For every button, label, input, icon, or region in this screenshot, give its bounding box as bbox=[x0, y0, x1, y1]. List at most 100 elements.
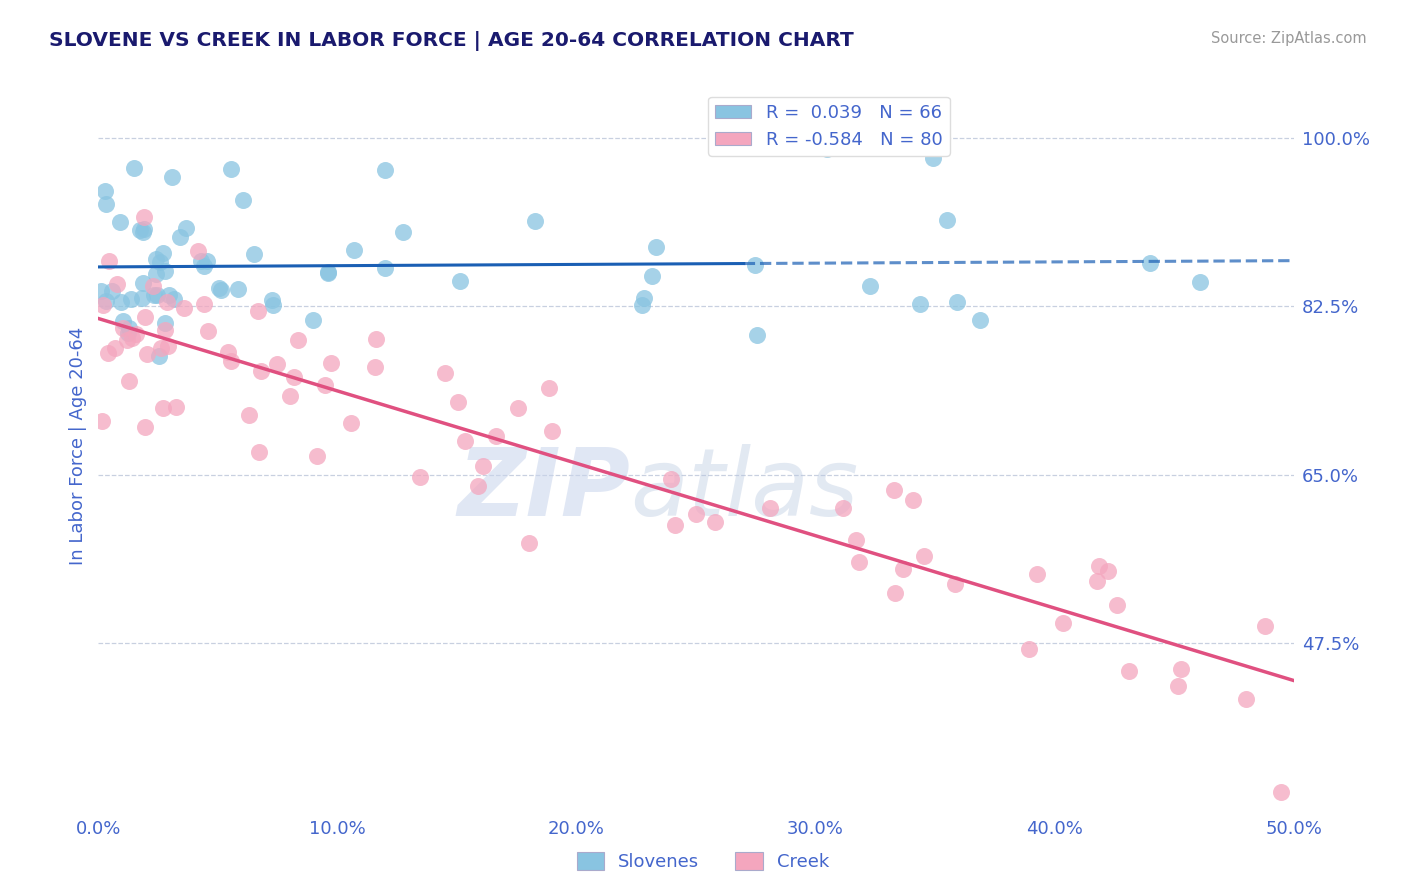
Point bbox=[848, 555, 870, 569]
Point bbox=[704, 515, 727, 529]
Point bbox=[1234, 692, 1257, 706]
Point bbox=[150, 341, 173, 355]
Point bbox=[922, 151, 945, 165]
Point bbox=[112, 321, 135, 335]
Point bbox=[1139, 255, 1161, 269]
Point bbox=[262, 298, 284, 312]
Text: ZIP: ZIP bbox=[457, 444, 630, 536]
Point bbox=[314, 377, 336, 392]
Point bbox=[165, 401, 187, 415]
Point bbox=[471, 459, 494, 474]
Point bbox=[815, 142, 838, 156]
Point bbox=[134, 310, 156, 324]
Point bbox=[506, 401, 529, 416]
Point bbox=[217, 344, 239, 359]
Point bbox=[136, 347, 159, 361]
Point bbox=[1052, 615, 1074, 630]
Point bbox=[132, 210, 155, 224]
Point bbox=[517, 536, 540, 550]
Point bbox=[1025, 567, 1047, 582]
Point bbox=[145, 268, 167, 282]
Point bbox=[664, 517, 686, 532]
Point bbox=[91, 298, 114, 312]
Point bbox=[104, 341, 127, 355]
Point bbox=[1118, 664, 1140, 678]
Point bbox=[90, 284, 112, 298]
Point bbox=[124, 161, 146, 176]
Point bbox=[208, 281, 231, 295]
Point bbox=[110, 295, 132, 310]
Point bbox=[759, 500, 782, 515]
Point bbox=[149, 255, 172, 269]
Point bbox=[316, 266, 339, 280]
Point bbox=[631, 298, 654, 312]
Point bbox=[891, 562, 914, 576]
Point bbox=[117, 326, 139, 340]
Point bbox=[316, 265, 339, 279]
Point bbox=[125, 326, 148, 341]
Point bbox=[831, 500, 853, 515]
Point bbox=[374, 261, 396, 276]
Point bbox=[1105, 599, 1128, 613]
Point bbox=[153, 316, 176, 330]
Point bbox=[633, 291, 655, 305]
Point bbox=[238, 408, 260, 422]
Point bbox=[343, 243, 366, 257]
Point bbox=[219, 353, 242, 368]
Point bbox=[1167, 679, 1189, 693]
Point bbox=[96, 346, 118, 360]
Point bbox=[129, 222, 152, 236]
Point bbox=[152, 401, 174, 416]
Point bbox=[908, 296, 931, 310]
Point bbox=[1188, 275, 1211, 289]
Point bbox=[120, 292, 142, 306]
Y-axis label: In Labor Force | Age 20-64: In Labor Force | Age 20-64 bbox=[69, 326, 87, 566]
Point bbox=[121, 331, 143, 345]
Point bbox=[148, 349, 170, 363]
Point bbox=[946, 295, 969, 310]
Point bbox=[266, 357, 288, 371]
Point bbox=[363, 359, 385, 374]
Point bbox=[1018, 642, 1040, 657]
Point bbox=[174, 221, 197, 235]
Point bbox=[162, 170, 184, 185]
Point bbox=[115, 333, 138, 347]
Point bbox=[1254, 619, 1277, 633]
Point bbox=[340, 416, 363, 430]
Point bbox=[901, 492, 924, 507]
Point bbox=[153, 264, 176, 278]
Point bbox=[155, 294, 177, 309]
Point bbox=[132, 225, 155, 239]
Point bbox=[134, 222, 156, 236]
Point bbox=[659, 472, 682, 486]
Text: SLOVENE VS CREEK IN LABOR FORCE | AGE 20-64 CORRELATION CHART: SLOVENE VS CREEK IN LABOR FORCE | AGE 20… bbox=[49, 31, 853, 51]
Point bbox=[142, 288, 165, 302]
Point bbox=[1097, 564, 1119, 578]
Point bbox=[374, 163, 396, 178]
Point bbox=[163, 292, 186, 306]
Point bbox=[112, 314, 135, 328]
Point bbox=[197, 324, 219, 338]
Point bbox=[98, 254, 121, 268]
Point bbox=[278, 389, 301, 403]
Point bbox=[153, 324, 176, 338]
Text: atlas: atlas bbox=[630, 444, 859, 535]
Point bbox=[118, 320, 141, 334]
Point bbox=[859, 279, 882, 293]
Point bbox=[131, 291, 153, 305]
Point bbox=[943, 577, 966, 591]
Point bbox=[110, 215, 132, 229]
Point bbox=[936, 213, 959, 227]
Point bbox=[1087, 558, 1109, 573]
Point bbox=[209, 283, 232, 297]
Point bbox=[146, 287, 169, 301]
Text: Source: ZipAtlas.com: Source: ZipAtlas.com bbox=[1211, 31, 1367, 46]
Point bbox=[969, 312, 991, 326]
Point bbox=[247, 304, 270, 318]
Point bbox=[305, 449, 328, 463]
Point bbox=[1170, 662, 1192, 676]
Point bbox=[392, 225, 415, 239]
Point bbox=[447, 395, 470, 409]
Point bbox=[364, 332, 387, 346]
Point bbox=[541, 424, 564, 438]
